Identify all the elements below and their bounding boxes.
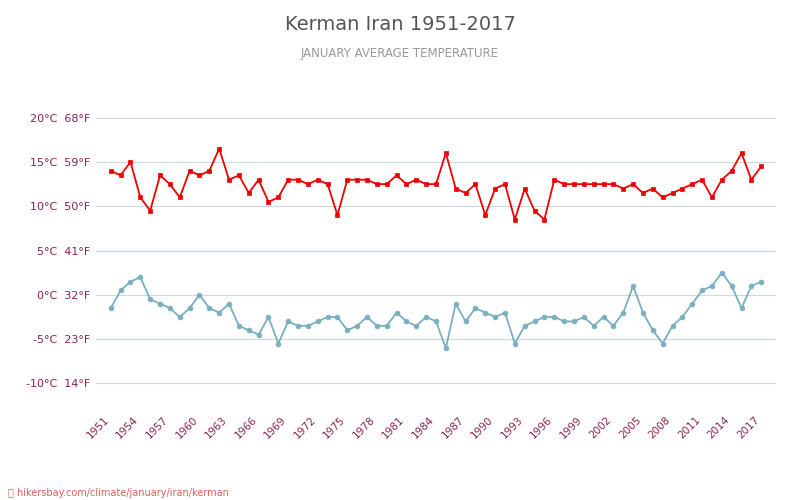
- Text: JANUARY AVERAGE TEMPERATURE: JANUARY AVERAGE TEMPERATURE: [301, 48, 499, 60]
- Text: Kerman Iran 1951-2017: Kerman Iran 1951-2017: [285, 15, 515, 34]
- Text: 🌐 hikersbay.com/climate/january/iran/kerman: 🌐 hikersbay.com/climate/january/iran/ker…: [8, 488, 229, 498]
